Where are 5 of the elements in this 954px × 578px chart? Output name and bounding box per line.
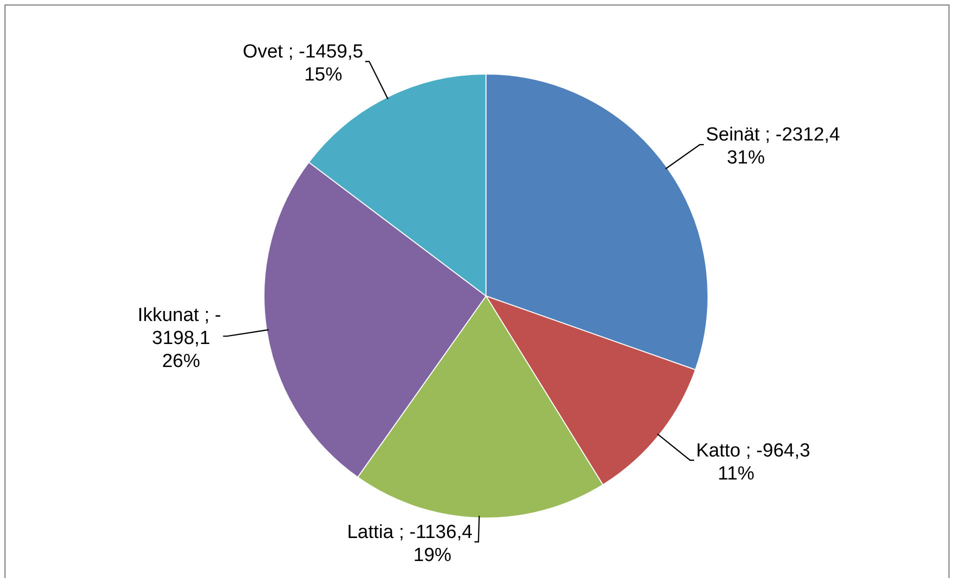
slice-label: Ovet ; -1459,5 15% [242,41,364,86]
slice-label: Seinät ; -2312,4 31% [706,124,840,169]
slice-label: Katto ; -964,3 11% [696,440,810,484]
slice-label: Lattia ; -1136,4 19% [347,522,473,566]
slice-label: Ikkunat ; - 3198,1 26% [138,305,222,372]
